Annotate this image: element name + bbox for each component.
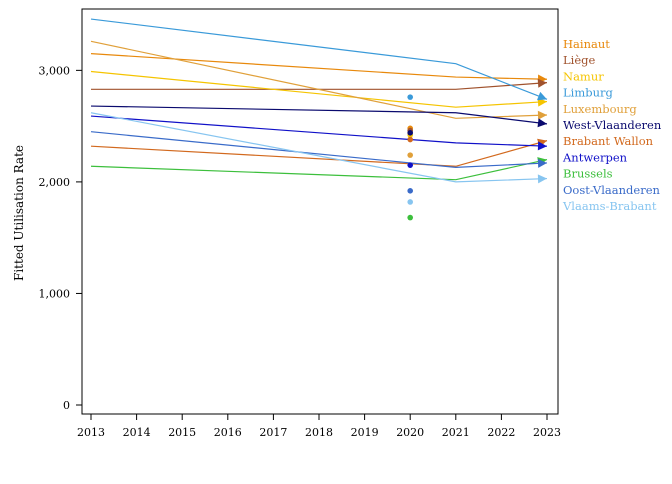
x-tick-label: 2016 — [214, 426, 242, 439]
legend: Hainaut Liège Namur Limburg Luxembourg West-V… — [562, 37, 662, 213]
x-tick-label: 2020 — [396, 426, 424, 439]
series-point — [407, 137, 413, 143]
x-tick-label: 2018 — [305, 426, 333, 439]
series-point — [407, 199, 413, 205]
x-tick-label: 2022 — [487, 426, 515, 439]
legend-entry: Luxembourg — [563, 102, 637, 116]
x-tick-label: 2017 — [259, 426, 287, 439]
legend-entry: Brussels — [563, 167, 613, 181]
legend-entry: Vlaams-Brabant — [562, 199, 657, 213]
legend-entry: West-Vlaanderen — [563, 118, 662, 132]
legend-entry: Limburg — [563, 86, 613, 100]
series-point — [407, 215, 413, 221]
legend-entry: Brabant Wallon — [563, 134, 654, 148]
x-axis: 2013 2014 2015 2016 2017 2018 2019 2020 2021 2022… — [77, 414, 561, 439]
y-tick-label: 3,000 — [39, 64, 71, 77]
y-tick-label: 0 — [63, 399, 70, 412]
plot-frame — [82, 9, 558, 414]
y-tick-label: 1,000 — [39, 287, 71, 300]
x-tick-label: 2023 — [533, 426, 561, 439]
x-tick-label: 2015 — [168, 426, 196, 439]
legend-entry: Hainaut — [563, 37, 610, 51]
x-tick-label: 2013 — [77, 426, 105, 439]
y-tick-label: 2,000 — [39, 176, 71, 189]
y-axis: 0 1,000 2,000 3,000 — [39, 64, 83, 412]
x-tick-label: 2019 — [351, 426, 379, 439]
series-point — [407, 162, 413, 168]
legend-entry: Oost-Vlaanderen — [563, 183, 660, 197]
legend-entry: Antwerpen — [562, 150, 628, 164]
series-point — [407, 94, 413, 100]
series-point — [407, 188, 413, 194]
legend-entry: Liège — [563, 53, 595, 67]
y-axis-label: Fitted Utilisation Rate — [12, 145, 26, 281]
x-tick-label: 2014 — [123, 426, 151, 439]
legend-entry: Namur — [563, 69, 604, 83]
series-point — [407, 152, 413, 158]
x-tick-label: 2021 — [442, 426, 470, 439]
series-point — [407, 130, 413, 136]
